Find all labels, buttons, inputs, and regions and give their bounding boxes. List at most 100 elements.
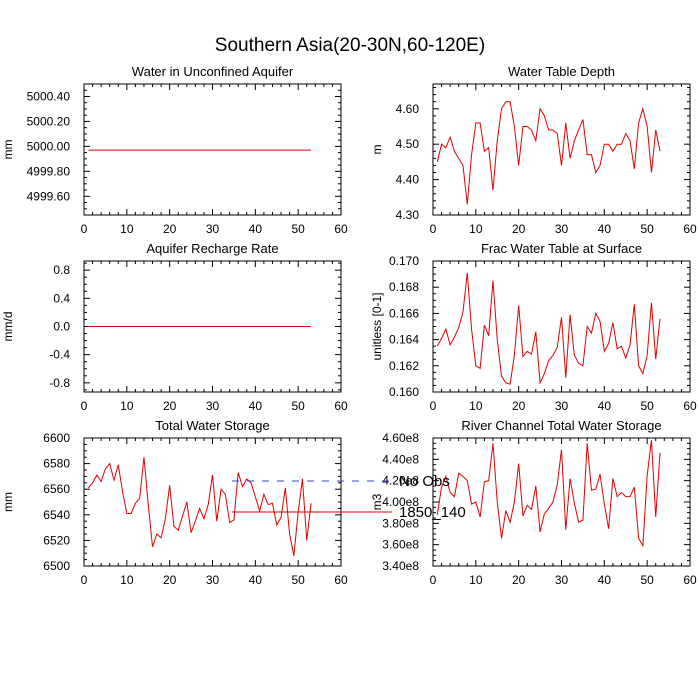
x-tick-label: 60 — [334, 573, 348, 587]
y-tick-label: 4999.60 — [27, 189, 71, 203]
legend-label-1850-140: 1850_140 — [399, 504, 466, 521]
panel-title: Total Water Storage — [155, 418, 269, 433]
x-tick-label: 20 — [512, 573, 526, 587]
x-tick-label: 50 — [640, 222, 654, 236]
x-tick-label: 40 — [249, 399, 263, 413]
y-tick-label: 4.20e8 — [382, 474, 419, 488]
x-tick-label: 40 — [249, 222, 263, 236]
y-axis-label: m3 — [370, 493, 384, 510]
x-tick-label: 10 — [469, 573, 483, 587]
panel-4: Frac Water Table at Surface 0 10 20 30 40 50 60… — [370, 241, 697, 413]
x-tick-label: 20 — [163, 399, 177, 413]
x-tick-label: 30 — [555, 222, 569, 236]
y-tick-label: 6600 — [43, 431, 70, 445]
y-tick-label: 3.40e8 — [382, 559, 419, 573]
y-tick-label: 0.4 — [53, 291, 70, 305]
panel-1: Water in Unconfined Aquifer 0 10 20 30 40 50 60… — [1, 64, 348, 236]
y-tick-label: 5000.20 — [27, 114, 71, 128]
y-tick-label: 6520 — [43, 533, 70, 547]
x-tick-label: 10 — [469, 222, 483, 236]
y-tick-label: 0.0 — [53, 320, 70, 334]
y-tick-label: 0.160 — [389, 385, 419, 399]
x-tick-label: 60 — [683, 573, 697, 587]
x-tick-label: 30 — [206, 573, 220, 587]
x-tick-label: 60 — [334, 399, 348, 413]
y-tick-label: 3.60e8 — [382, 538, 419, 552]
y-tick-label: 4.40e8 — [382, 452, 419, 466]
x-tick-label: 40 — [598, 573, 612, 587]
x-tick-label: 50 — [291, 573, 305, 587]
x-tick-label: 20 — [512, 399, 526, 413]
x-tick-label: 30 — [555, 573, 569, 587]
y-tick-label: 4.40 — [396, 173, 420, 187]
y-tick-label: -0.8 — [49, 376, 70, 390]
y-tick-label: 6500 — [43, 559, 70, 573]
y-tick-label: 4.50 — [396, 137, 420, 151]
x-tick-label: 50 — [291, 399, 305, 413]
x-tick-label: 60 — [683, 399, 697, 413]
x-tick-label: 60 — [683, 222, 697, 236]
y-tick-label: 5000.40 — [27, 89, 71, 103]
x-tick-label: 40 — [249, 573, 263, 587]
y-axis-label: m — [370, 145, 384, 155]
x-tick-label: 30 — [555, 399, 569, 413]
panel-title: Aquifer Recharge Rate — [146, 241, 278, 256]
x-tick-label: 0 — [81, 573, 88, 587]
x-tick-label: 0 — [430, 399, 437, 413]
series-line-1850-140 — [436, 272, 661, 385]
x-tick-label: 20 — [512, 222, 526, 236]
y-tick-label: -0.4 — [49, 348, 70, 362]
x-tick-label: 10 — [120, 399, 134, 413]
plot-frame — [432, 83, 691, 216]
y-axis-label: unitless [0-1] — [370, 292, 384, 360]
panel-5: Total Water Storage 0 10 20 30 40 50 60 6500 6520… — [1, 418, 348, 587]
y-tick-label: 6540 — [43, 508, 70, 522]
y-axis-label: mm — [1, 492, 15, 512]
x-tick-label: 10 — [120, 573, 134, 587]
x-tick-label: 20 — [163, 222, 177, 236]
plot-frame — [83, 83, 342, 216]
series-line-1850-140 — [87, 457, 312, 556]
panel-6: River Channel Total Water Storage 0 10 20 30… — [370, 418, 697, 587]
y-tick-label: 4999.80 — [27, 164, 71, 178]
x-tick-label: 0 — [430, 222, 437, 236]
x-tick-label: 20 — [163, 573, 177, 587]
y-tick-label: 4.60 — [396, 102, 420, 116]
y-axis-label: mm/d — [1, 312, 15, 342]
y-tick-label: 6560 — [43, 482, 70, 496]
x-tick-label: 50 — [291, 222, 305, 236]
x-tick-label: 0 — [81, 399, 88, 413]
y-axis-label: mm — [1, 140, 15, 160]
y-tick-label: 0.168 — [389, 280, 419, 294]
x-tick-label: 50 — [640, 399, 654, 413]
panel-title: River Channel Total Water Storage — [461, 418, 661, 433]
x-tick-label: 40 — [598, 399, 612, 413]
y-tick-label: 0.166 — [389, 306, 419, 320]
y-tick-label: 0.170 — [389, 254, 419, 268]
y-tick-label: 4.60e8 — [382, 431, 419, 445]
x-tick-label: 0 — [430, 573, 437, 587]
panel-title: Water Table Depth — [508, 64, 615, 79]
x-tick-label: 50 — [640, 573, 654, 587]
legend: No Obs 1850_140 — [232, 473, 466, 521]
y-tick-label: 0.164 — [389, 333, 419, 347]
figure-title: Southern Asia(20-30N,60-120E) — [215, 35, 485, 56]
legend-label-no-obs: No Obs — [399, 473, 450, 490]
y-tick-label: 4.00e8 — [382, 495, 419, 509]
x-tick-label: 60 — [334, 222, 348, 236]
x-tick-label: 30 — [206, 222, 220, 236]
x-tick-label: 0 — [81, 222, 88, 236]
y-tick-label: 4.30 — [396, 208, 420, 222]
panel-title: Frac Water Table at Surface — [481, 241, 642, 256]
series-line-1850-140 — [436, 101, 661, 205]
x-tick-label: 10 — [120, 222, 134, 236]
y-tick-label: 3.80e8 — [382, 516, 419, 530]
x-tick-label: 10 — [469, 399, 483, 413]
panel-2: Water Table Depth 0 10 20 30 40 50 60 4.30 4.40 4.… — [370, 64, 697, 236]
y-tick-label: 0.8 — [53, 263, 70, 277]
x-tick-label: 30 — [206, 399, 220, 413]
panel-3: Aquifer Recharge Rate 0 10 20 30 40 50 60 -0.8 -0… — [1, 241, 348, 413]
y-tick-label: 6580 — [43, 457, 70, 471]
series-line-1850-140 — [436, 440, 661, 548]
